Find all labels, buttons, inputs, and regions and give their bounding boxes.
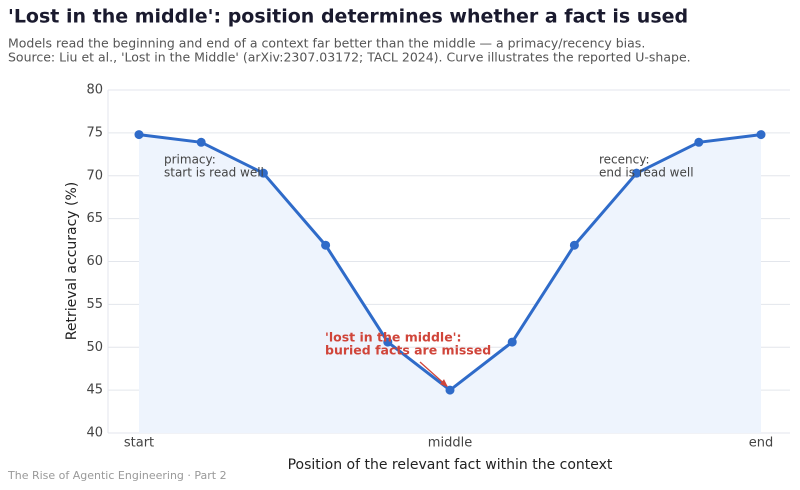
annotation: recency: (599, 153, 650, 167)
point (507, 337, 517, 347)
subtitle: Models read the beginning and end of a c… (8, 36, 645, 51)
y-tick-label: 40 (86, 426, 103, 441)
annotation: 'lost in the middle': (325, 330, 462, 345)
annotation: primacy: (164, 153, 216, 167)
x-axis-label: Position of the relevant fact within the… (288, 457, 613, 473)
y-axis-label: Retrieval accuracy (%) (64, 182, 80, 341)
point (134, 130, 144, 140)
x-tick-label: start (124, 436, 154, 451)
point (383, 337, 393, 347)
x-tick-label: middle (428, 436, 472, 451)
point (569, 240, 579, 250)
annotation: start is read well (164, 166, 264, 180)
point (445, 385, 455, 395)
point (321, 240, 331, 250)
point (196, 137, 206, 147)
point (632, 168, 642, 178)
arrow-head (440, 379, 448, 388)
point (756, 130, 766, 140)
annotation: end is read well (599, 166, 694, 180)
y-tick-label: 50 (86, 340, 103, 355)
y-tick-label: 55 (86, 297, 103, 312)
y-tick-label: 70 (86, 168, 103, 183)
point (694, 137, 704, 147)
y-tick-label: 80 (86, 83, 103, 98)
y-tick-label: 65 (86, 211, 103, 226)
x-tick-label: end (749, 436, 774, 451)
y-tick-label: 60 (86, 254, 103, 269)
point (258, 168, 268, 178)
annotation: buried facts are missed (325, 343, 491, 358)
y-tick-label: 45 (86, 383, 103, 398)
chart-title: 'Lost in the middle': position determine… (8, 6, 688, 28)
source: Source: Liu et al., 'Lost in the Middle'… (8, 50, 691, 65)
y-tick-label: 75 (86, 125, 103, 140)
footer: The Rise of Agentic Engineering · Part 2 (7, 469, 227, 482)
